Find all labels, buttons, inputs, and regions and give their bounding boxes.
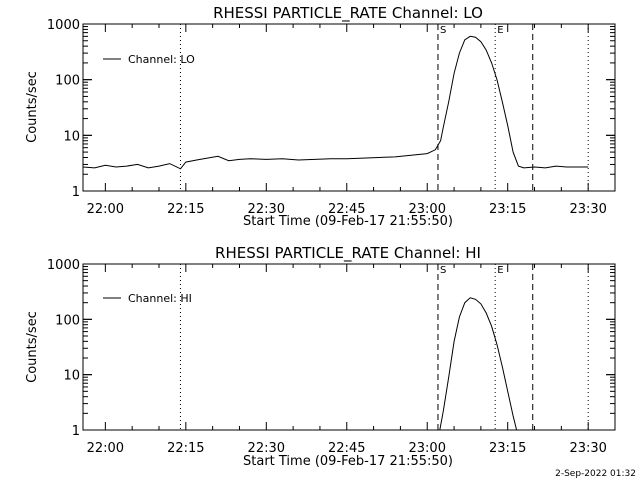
x-tick-label: 23:15 — [489, 202, 526, 217]
y-tick-label: 1000 — [47, 18, 80, 33]
chart-title: RHESSI PARTICLE_RATE Channel: LO — [213, 4, 483, 23]
x-tick-label: 23:00 — [409, 441, 446, 456]
plot-frame — [82, 263, 616, 431]
x-tick-label: 22:45 — [328, 441, 365, 456]
event-marker-label: S — [440, 25, 446, 36]
y-tick-labels: 1 10 100 1000 — [47, 18, 80, 200]
series-layer — [439, 297, 518, 431]
legend: Channel: LO — [103, 53, 195, 66]
y-tick-labels: 1 10 100 1000 — [47, 258, 80, 439]
x-tick-label: 22:00 — [87, 441, 124, 456]
plot-frame — [82, 23, 616, 192]
footer-timestamp: 2-Sep-2022 01:32 — [555, 469, 636, 479]
x-tick-label: 23:15 — [489, 441, 526, 456]
x-tick-labels: 22:00 22:15 22:30 22:45 23:00 23:15 23:30 — [87, 441, 607, 456]
y-tick-label: 100 — [55, 313, 80, 328]
x-tick-label: 22:15 — [167, 202, 204, 217]
x-tick-label: 22:45 — [328, 202, 365, 217]
y-tick-label: 10 — [63, 129, 80, 144]
legend-label: Channel: LO — [128, 53, 195, 66]
tick-layer — [83, 263, 616, 431]
event-marker-label: E — [497, 265, 503, 276]
y-tick-label: 100 — [55, 74, 80, 89]
x-tick-labels: 22:00 22:15 22:30 22:45 23:00 23:15 23:30 — [87, 202, 607, 217]
y-axis-title: Counts/sec — [25, 71, 40, 143]
y-tick-label: 1000 — [47, 258, 80, 273]
x-tick-label: 23:00 — [409, 202, 446, 217]
x-tick-label: 22:15 — [167, 441, 204, 456]
y-tick-label: 1 — [72, 185, 80, 200]
series-layer — [82, 35, 589, 170]
event-marker-label: S — [440, 265, 446, 276]
x-axis-title: Start Time (09-Feb-17 21:55:50) — [243, 214, 453, 229]
x-tick-label: 22:30 — [248, 441, 285, 456]
y-tick-label: 1 — [72, 424, 80, 439]
x-tick-label: 22:00 — [87, 202, 124, 217]
series-line — [82, 35, 589, 170]
legend-label: Channel: HI — [128, 292, 192, 305]
legend: Channel: HI — [103, 292, 192, 305]
x-tick-label: 23:30 — [569, 441, 606, 456]
x-tick-label: 23:30 — [569, 202, 606, 217]
y-axis-title: Counts/sec — [25, 311, 40, 383]
tick-layer — [83, 23, 616, 192]
x-axis-title: Start Time (09-Feb-17 21:55:50) — [243, 454, 453, 469]
chart-title: RHESSI PARTICLE_RATE Channel: HI — [215, 244, 481, 263]
series-line — [439, 297, 518, 431]
x-tick-label: 22:30 — [248, 202, 285, 217]
event-marker-label: E — [497, 25, 503, 36]
y-tick-label: 10 — [63, 369, 80, 384]
